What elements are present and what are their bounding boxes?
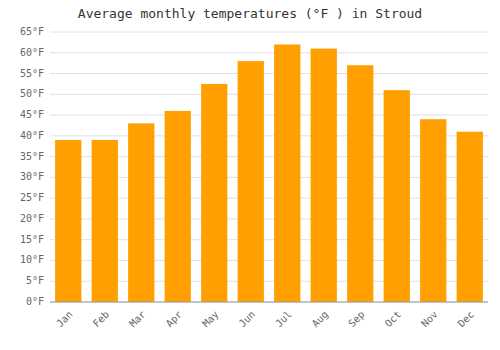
grid-line: [50, 115, 488, 116]
bar: [384, 90, 410, 302]
x-tick-label: Feb: [91, 309, 112, 330]
x-tick-label: Sep: [346, 309, 367, 330]
x-tick-label: Oct: [383, 309, 404, 330]
y-tick-label: 10°F: [20, 254, 44, 265]
bar: [201, 84, 227, 302]
x-tick-label: Jul: [273, 309, 294, 330]
y-tick-label: 25°F: [20, 192, 44, 203]
bar: [165, 111, 191, 302]
y-tick-label: 50°F: [20, 88, 44, 99]
x-tick-label: Dec: [456, 309, 477, 330]
y-tick-label: 35°F: [20, 151, 44, 162]
grid-line: [50, 73, 488, 74]
y-tick-label: 55°F: [20, 68, 44, 79]
bars: [55, 44, 483, 302]
y-tick-label: 40°F: [20, 130, 44, 141]
title: Average monthly temperatures (°F ) in St…: [78, 6, 422, 21]
y-tick-label: 5°F: [26, 275, 44, 286]
y-tick-label: 15°F: [20, 234, 44, 245]
bar: [311, 49, 337, 302]
y-tick-label: 20°F: [20, 213, 44, 224]
bar: [347, 65, 373, 302]
y-tick-label: 60°F: [20, 47, 44, 58]
y-tick-label: 45°F: [20, 109, 44, 120]
x-tick-label: Nov: [419, 309, 440, 330]
grid-line: [50, 94, 488, 95]
grid: [50, 32, 488, 302]
grid-line: [50, 302, 488, 303]
x-axis: Jan Feb Mar Apr May Jun Jul Aug Sep Oct Nov Dec: [54, 309, 476, 330]
bar: [457, 132, 483, 302]
y-tick-label: 30°F: [20, 171, 44, 182]
x-tick-label: Apr: [164, 309, 185, 330]
x-tick-label: May: [200, 309, 221, 330]
x-tick-label: Jan: [54, 309, 75, 330]
bar: [55, 140, 81, 302]
grid-line: [50, 52, 488, 53]
chart: 0°F 5°F 10°F 15°F 20°F 25°F 30°F 35°F 40°F 45°F 50…: [0, 0, 500, 350]
x-axis-line: [50, 302, 488, 303]
bar: [128, 123, 154, 302]
x-tick-label: Aug: [310, 309, 331, 330]
grid-line: [50, 32, 488, 33]
bar: [274, 44, 300, 302]
bar: [420, 119, 446, 302]
chart-container: 0°F 5°F 10°F 15°F 20°F 25°F 30°F 35°F 40°F 45°F 50…: [0, 0, 500, 350]
bar: [238, 61, 264, 302]
y-tick-label: 65°F: [20, 26, 44, 37]
x-tick-label: Mar: [127, 309, 148, 330]
x-tick-label: Jun: [237, 309, 258, 330]
bar: [92, 140, 118, 302]
y-axis: 0°F 5°F 10°F 15°F 20°F 25°F 30°F 35°F 40°F 45°F 50…: [20, 26, 44, 307]
y-tick-label: 0°F: [26, 296, 44, 307]
